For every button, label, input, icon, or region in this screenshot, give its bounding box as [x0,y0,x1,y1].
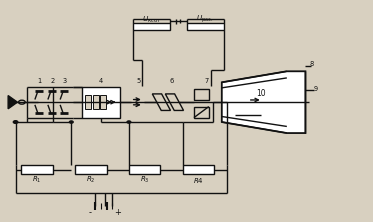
Text: +: + [114,208,121,217]
Circle shape [127,121,131,123]
Text: -: - [88,208,91,217]
Bar [194,89,209,100]
Polygon shape [8,95,18,109]
Text: $R4$: $R4$ [193,176,204,184]
Text: $R_3$: $R_3$ [140,175,150,185]
Bar [82,87,120,118]
Bar [100,95,106,109]
Polygon shape [152,94,170,111]
Text: 10: 10 [256,89,266,98]
Bar [85,95,91,109]
Text: 5: 5 [136,78,140,84]
Bar [129,165,160,174]
Text: 9: 9 [314,86,318,92]
Bar [21,165,53,174]
Text: 2: 2 [51,78,55,84]
Text: $U_{\rm кссп}$: $U_{\rm кссп}$ [142,14,161,25]
Polygon shape [222,71,305,133]
Bar [75,165,107,174]
Text: 3: 3 [63,78,67,84]
Text: 8: 8 [310,61,314,67]
Text: $U_{\rm раз.}$: $U_{\rm раз.}$ [197,14,214,25]
Bar [194,107,209,118]
Bar [93,95,99,109]
Text: 1: 1 [38,78,42,84]
Circle shape [13,121,18,123]
Text: 4: 4 [99,78,103,84]
Text: 7: 7 [205,78,209,84]
Bar [186,23,224,30]
Circle shape [69,121,73,123]
Polygon shape [165,94,184,111]
Bar [133,23,170,30]
Bar [183,165,214,174]
Text: $R_1$: $R_1$ [32,175,42,185]
Text: $R_2$: $R_2$ [86,175,96,185]
Text: 6: 6 [169,78,174,84]
